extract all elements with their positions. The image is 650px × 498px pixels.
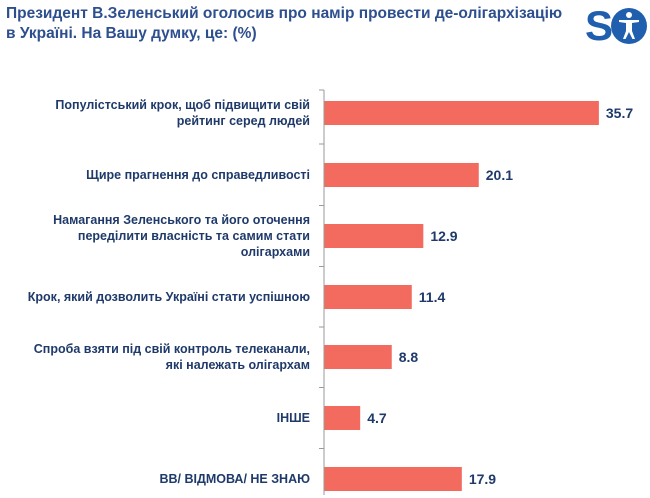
category-label-line: Крок, який дозволить Україні стати успіш… <box>28 290 311 304</box>
person-silhouette-icon <box>611 8 647 44</box>
category-label-1: Популістський крок, щоб підвищити свій ре… <box>55 98 310 128</box>
bar-1 <box>324 101 599 125</box>
category-label-line: ІНШЕ <box>277 411 310 425</box>
chart-title: Президент В.Зеленський оголосив про намі… <box>6 5 563 42</box>
bar-5 <box>324 345 392 369</box>
category-label-6: ІНШЕ <box>277 411 310 425</box>
logo: SO <box>585 2 647 46</box>
category-label-line: які належать олігархам <box>166 358 310 372</box>
category-label-line: Намагання Зеленського та його оточення <box>53 213 310 227</box>
category-label-7: ВВ/ ВІДМОВА/ НЕ ЗНАЮ <box>159 472 310 486</box>
category-label-line: олігархами <box>241 245 310 259</box>
value-label-3: 12.9 <box>430 228 457 244</box>
value-label-7: 17.9 <box>469 471 496 487</box>
category-label-5: Спроба взяти під свій контроль телеканал… <box>34 342 310 372</box>
category-label-line: переділити власність та самим стати <box>78 229 310 243</box>
category-label-3: Намагання Зеленського та його оточення пе… <box>53 213 310 259</box>
value-label-5: 8.8 <box>399 349 419 365</box>
category-label-line: Популістський крок, щоб підвищити свій <box>55 98 310 112</box>
bar-4 <box>324 285 412 309</box>
category-label-2: Щире прагнення до справедливості <box>86 168 310 182</box>
category-label-line: рейтинг серед людей <box>177 114 310 128</box>
category-label-line: Щире прагнення до справедливості <box>86 168 310 182</box>
bar-2 <box>324 163 479 187</box>
category-label-line: ВВ/ ВІДМОВА/ НЕ ЗНАЮ <box>159 472 310 486</box>
value-label-1: 35.7 <box>606 105 633 121</box>
bar-7 <box>324 467 462 491</box>
category-label-4: Крок, який дозволить Україні стати успіш… <box>28 290 311 304</box>
bar-3 <box>324 224 424 248</box>
value-label-4: 11.4 <box>419 289 446 305</box>
value-label-2: 20.1 <box>486 167 513 183</box>
bar-6 <box>324 406 361 430</box>
value-label-6: 4.7 <box>367 410 387 426</box>
category-label-line: Спроба взяти під свій контроль телеканал… <box>34 342 310 356</box>
